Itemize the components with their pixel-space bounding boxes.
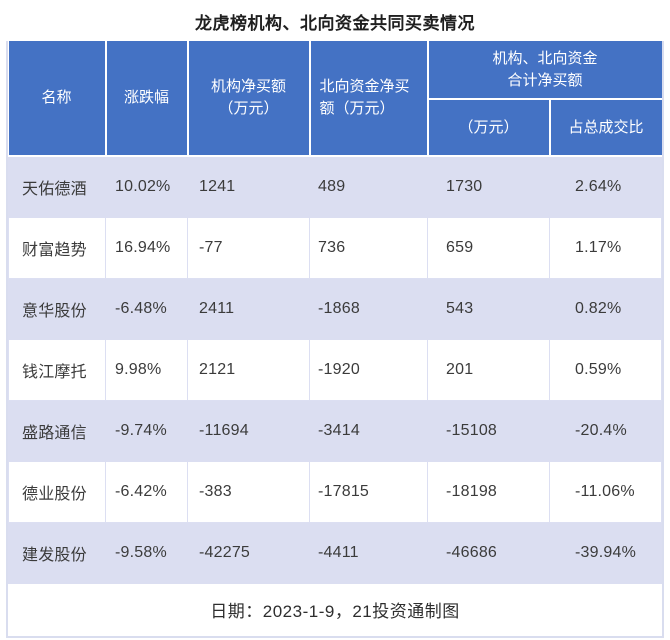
cell-institution-net: 2121: [187, 338, 310, 401]
table-row: 盛路通信 -9.74% -11694 -3414 -15108 -20.4%: [8, 399, 662, 462]
table-header: 名称 涨跌幅 机构净买额 （万元） 北向资金净买 额（万元） 机构、北向资金 合…: [8, 41, 662, 157]
cell-stock-name: 财富趋势: [8, 216, 106, 279]
cell-turnover-ratio: 0.59%: [549, 338, 662, 401]
col-header-northbound-net-buy: 北向资金净买 额（万元）: [308, 41, 429, 157]
col-header-institution-line1: 机构净买额: [210, 78, 286, 96]
cell-institution-net: 1241: [187, 155, 310, 218]
cell-change-pct: 16.94%: [105, 216, 188, 279]
cell-combined-net: 543: [427, 277, 550, 340]
cell-stock-name: 意华股份: [8, 277, 106, 340]
cell-stock-name: 盛路通信: [8, 399, 106, 462]
col-header-combined-amount: （万元）: [427, 98, 551, 157]
cell-combined-net: 201: [427, 338, 550, 401]
cell-combined-net: -18198: [427, 460, 550, 523]
dragon-tiger-table: 名称 涨跌幅 机构净买额 （万元） 北向资金净买 额（万元） 机构、北向资金 合…: [8, 41, 662, 636]
cell-turnover-ratio: -39.94%: [549, 521, 662, 584]
table-row: 财富趋势 16.94% -77 736 659 1.17%: [8, 216, 662, 279]
cell-turnover-ratio: 1.17%: [549, 216, 662, 279]
cell-turnover-ratio: 0.82%: [549, 277, 662, 340]
cell-change-pct: 9.98%: [105, 338, 188, 401]
cell-change-pct: 10.02%: [105, 155, 188, 218]
cell-combined-net: -15108: [427, 399, 550, 462]
cell-institution-net: -42275: [187, 521, 310, 584]
cell-institution-net: -77: [187, 216, 310, 279]
cell-northbound-net: 736: [309, 216, 428, 279]
cell-turnover-ratio: 2.64%: [549, 155, 662, 218]
cell-change-pct: -9.74%: [105, 399, 188, 462]
col-header-combined-line2: 合计净买额: [507, 71, 583, 89]
table-row: 建发股份 -9.58% -42275 -4411 -46686 -39.94%: [8, 521, 662, 584]
cell-institution-net: -11694: [187, 399, 310, 462]
cell-northbound-net: -1920: [309, 338, 428, 401]
col-header-northbound-line2: 额（万元）: [319, 100, 395, 117]
table-row: 德业股份 -6.42% -383 -17815 -18198 -11.06%: [8, 460, 662, 523]
cell-institution-net: -383: [187, 460, 310, 523]
cell-combined-net: 659: [427, 216, 550, 279]
cell-stock-name: 德业股份: [8, 460, 106, 523]
cell-change-pct: -6.48%: [105, 277, 188, 340]
cell-combined-net: 1730: [427, 155, 550, 218]
cell-change-pct: -6.42%: [105, 460, 188, 523]
col-header-name: 名称: [8, 41, 107, 157]
table-row: 意华股份 -6.48% 2411 -1868 543 0.82%: [8, 277, 662, 340]
cell-institution-net: 2411: [187, 277, 310, 340]
cell-northbound-net: -17815: [309, 460, 428, 523]
col-header-institution-net-buy: 机构净买额 （万元）: [186, 41, 311, 157]
table-row: 钱江摩托 9.98% 2121 -1920 201 0.59%: [8, 338, 662, 401]
cell-turnover-ratio: -11.06%: [549, 460, 662, 523]
table-row: 天佑德酒 10.02% 1241 489 1730 2.64%: [8, 155, 662, 218]
cell-change-pct: -9.58%: [105, 521, 188, 584]
cell-stock-name: 建发股份: [8, 521, 106, 584]
data-table-container: 名称 涨跌幅 机构净买额 （万元） 北向资金净买 额（万元） 机构、北向资金 合…: [6, 41, 664, 638]
cell-northbound-net: -1868: [309, 277, 428, 340]
cell-combined-net: -46686: [427, 521, 550, 584]
col-header-combined-group: 机构、北向资金 合计净买额: [426, 41, 662, 100]
page-title: 龙虎榜机构、北向资金共同买卖情况: [195, 14, 475, 33]
cell-northbound-net: -3414: [309, 399, 428, 462]
table-footer-row: 日期：2023-1-9，21投资通制图: [8, 582, 662, 636]
col-header-combined-line1: 机构、北向资金: [492, 49, 598, 67]
col-header-institution-line2: （万元）: [218, 100, 279, 117]
cell-turnover-ratio: -20.4%: [549, 399, 662, 462]
col-header-turnover-ratio: 占总成交比: [548, 98, 662, 157]
table-body: 天佑德酒 10.02% 1241 489 1730 2.64% 财富趋势 16.…: [8, 155, 662, 636]
col-header-change: 涨跌幅: [104, 41, 189, 157]
col-header-northbound-line1: 北向资金净买: [319, 78, 410, 96]
cell-northbound-net: -4411: [309, 521, 428, 584]
cell-stock-name: 天佑德酒: [8, 155, 106, 218]
cell-northbound-net: 489: [309, 155, 428, 218]
source-date-caption: 日期：2023-1-9，21投资通制图: [8, 582, 662, 636]
cell-stock-name: 钱江摩托: [8, 338, 106, 401]
